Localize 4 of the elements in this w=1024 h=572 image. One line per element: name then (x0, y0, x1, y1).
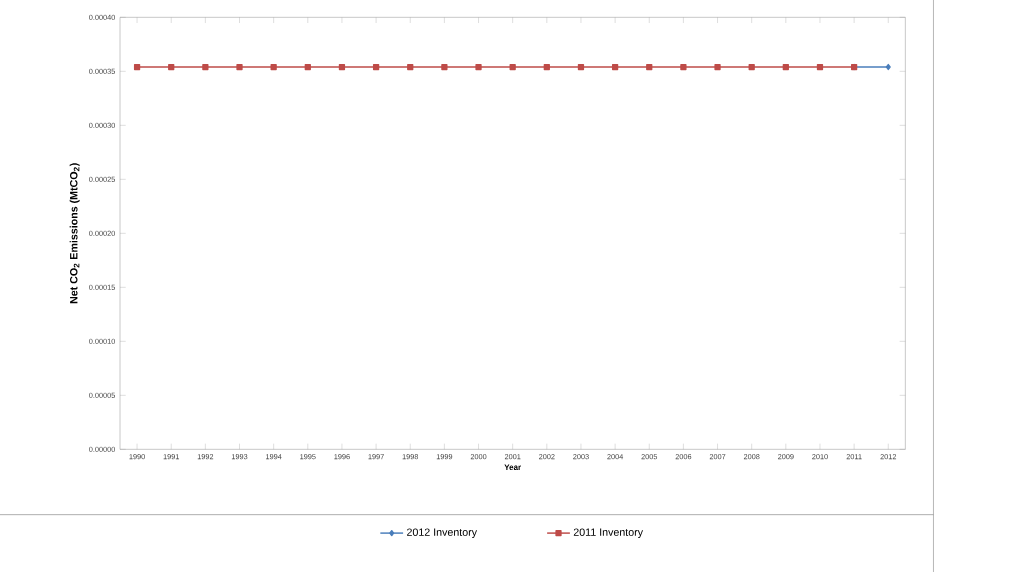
x-axis-title: Year (504, 464, 521, 470)
legend-label: 2011 Inventory (573, 528, 644, 539)
y-axis-title: Net CO$_{2}$ Emissions (MtCO$_{2}$) (69, 163, 80, 304)
legend-label: 2012 Inventory (407, 528, 478, 539)
